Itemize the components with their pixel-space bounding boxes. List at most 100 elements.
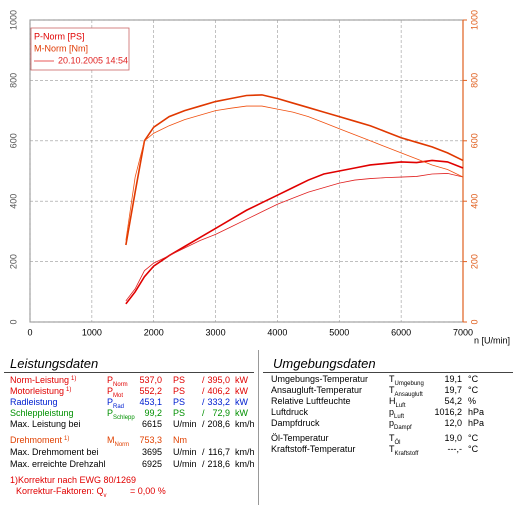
separator: /: [202, 386, 205, 396]
symbol: TUmgebung: [389, 374, 424, 387]
symbol: PMot: [107, 386, 124, 399]
symbol-subscript: Rad: [113, 404, 125, 410]
footnote: 1)Korrektur nach EWG 80/1269: [10, 475, 137, 485]
value: 333,2: [207, 397, 230, 407]
y2-tick-label: 600: [469, 133, 479, 148]
symbol-subscript: Öl: [394, 440, 401, 446]
y2-tick-label: 0: [469, 319, 479, 324]
x-tick-label: 6000: [391, 327, 411, 337]
unit: °C: [468, 433, 479, 443]
symbol: pLuft: [389, 407, 405, 420]
unit: hPa: [468, 407, 485, 417]
row-label: Max. Drehmoment bei: [10, 447, 99, 457]
value: 6925: [141, 459, 162, 469]
rule: [263, 372, 513, 373]
x-tick-label: 1000: [82, 327, 102, 337]
y2-tick-label: 800: [469, 73, 479, 88]
row-label: Umgebungs-Temperatur: [271, 374, 369, 384]
y-tick-label: 800: [8, 73, 18, 88]
umgebungsdaten-panel: Umgebungsdaten Umgebungs-Temperatur TUmge…: [258, 350, 517, 505]
y-tick-label: 200: [8, 254, 18, 269]
symbol-subscript: Ansaugluft: [394, 392, 423, 398]
symbol: TAnsaugluft: [389, 385, 423, 398]
series-line: [125, 94, 464, 246]
y-tick-label: 0: [8, 319, 18, 324]
value: 19,7: [444, 385, 462, 395]
symbol-subscript: Schlepp: [113, 415, 135, 421]
unit: U/min: [173, 459, 197, 469]
symbol-subscript: Kraftstoff: [394, 451, 419, 457]
row-label: Max. Leistung bei: [10, 419, 81, 429]
separator: /: [202, 397, 205, 407]
symbol-subscript: Dampf: [394, 425, 412, 431]
unit: Nm: [173, 435, 187, 445]
x-tick-label: 4000: [267, 327, 287, 337]
value: 116,7: [208, 447, 230, 457]
chart: 0 1000 2000 3000 4000 5000 6000 700002004006008…: [8, 10, 510, 345]
x-axis-label: n [U/min]: [474, 335, 510, 345]
row-label: Kraftstoff-Temperatur: [271, 444, 356, 454]
value: 753,3: [139, 435, 162, 445]
symbol-subscript: Luft: [395, 403, 406, 409]
x-tick-label: 7000: [453, 327, 473, 337]
symbol-subscript: Norm: [113, 382, 128, 388]
separator: /: [202, 419, 205, 429]
unit: kW: [235, 397, 248, 407]
series-line: [125, 159, 464, 305]
value: 453,1: [139, 397, 162, 407]
value: ---,-: [447, 444, 463, 454]
footnote-mark: 1): [64, 436, 70, 442]
unit: PS: [173, 375, 186, 385]
value: 406,2: [207, 386, 230, 396]
footnote: = 0,00 %: [130, 486, 166, 496]
rule: [4, 372, 254, 373]
symbol-subscript: Mot: [113, 393, 124, 399]
series-line: [125, 173, 464, 302]
value: 19,0: [444, 433, 462, 443]
value: 1016,2: [434, 407, 462, 417]
value: 19,1: [444, 374, 462, 384]
y-tick-label: 400: [8, 194, 18, 209]
legend-label: 20.10.2005 14:54: [58, 55, 128, 65]
separator: /: [202, 459, 205, 469]
separator: /: [202, 447, 205, 457]
row-label: Drehmoment 1): [10, 435, 70, 445]
symbol: TÖl: [389, 433, 401, 446]
row-label: Radleistung: [10, 397, 58, 407]
footnote-subscript: v: [103, 493, 107, 499]
value: 552,2: [139, 386, 162, 396]
symbol: TKraftstoff: [389, 444, 419, 457]
value: 72,9: [212, 408, 230, 418]
symbol: PSchlepp: [107, 408, 135, 421]
unit: °C: [468, 444, 479, 454]
value: 537,0: [139, 375, 162, 385]
unit: U/min: [173, 419, 197, 429]
row-label: Dampfdruck: [271, 418, 320, 428]
symbol: pDampf: [389, 418, 412, 431]
unit: kW: [235, 375, 248, 385]
y2-tick-label: 1000: [469, 10, 479, 30]
row-label: Ansaugluft-Temperatur: [271, 385, 363, 395]
symbol-subscript: Luft: [394, 414, 405, 420]
unit: hPa: [468, 418, 485, 428]
y-tick-label: 1000: [8, 10, 18, 30]
separator: /: [202, 375, 205, 385]
unit: kW: [235, 386, 248, 396]
symbol: HLuft: [389, 396, 406, 409]
unit: PS: [173, 408, 186, 418]
row-label: Öl-Temperatur: [271, 433, 329, 443]
footnote: Korrektur-Faktoren: Qv: [16, 486, 107, 499]
symbol: PRad: [107, 397, 125, 410]
unit: km/h: [235, 419, 255, 429]
panel-title: Umgebungsdaten: [273, 356, 376, 371]
y2-tick-label: 400: [469, 194, 479, 209]
value: 6615: [141, 419, 162, 429]
leistungsdaten-panel: Leistungsdaten Norm-Leistung 1) PNorm 537,0…: [0, 350, 258, 505]
footnote-mark: 1): [71, 376, 77, 382]
unit: PS: [173, 397, 186, 407]
unit: °C: [468, 374, 479, 384]
x-tick-label: 0: [27, 327, 32, 337]
panel-title: Leistungsdaten: [10, 356, 99, 371]
row-label: Max. erreichte Drehzahl: [10, 459, 106, 469]
symbol-subscript: Umgebung: [394, 381, 424, 387]
